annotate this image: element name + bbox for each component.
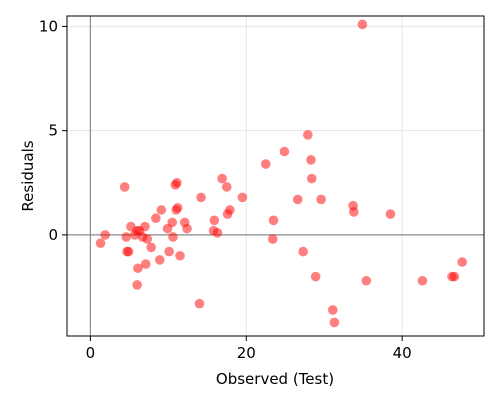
data-point: [292, 194, 303, 205]
data-point: [119, 182, 130, 192]
plot-frame: [66, 15, 485, 337]
data-point: [357, 19, 368, 30]
data-point: [164, 246, 174, 257]
data-point: [194, 298, 205, 309]
data-point: [385, 209, 396, 219]
data-point: [140, 221, 150, 232]
data-point: [306, 155, 316, 165]
data-point: [121, 232, 132, 242]
data-point: [260, 159, 271, 169]
data-points: [95, 19, 467, 328]
x-tick-label: 20: [237, 344, 256, 362]
data-point: [212, 228, 223, 238]
y-axis-label: Residuals: [19, 140, 37, 211]
data-point: [146, 242, 156, 253]
x-axis-label: Observed (Test): [216, 370, 334, 388]
data-point: [221, 182, 232, 192]
data-point: [457, 257, 467, 267]
data-point: [168, 232, 178, 242]
data-point: [417, 275, 428, 286]
x-tick-label: 40: [393, 344, 412, 362]
data-point: [123, 246, 134, 257]
data-point: [237, 192, 248, 203]
data-point: [175, 250, 185, 261]
x-tick-label: 0: [86, 344, 96, 362]
data-point: [316, 194, 326, 205]
data-point: [449, 271, 460, 282]
data-point: [172, 202, 183, 213]
data-point: [142, 234, 153, 244]
data-point: [361, 275, 372, 286]
data-point: [225, 205, 235, 215]
data-point: [100, 230, 110, 240]
plot-background: [67, 16, 484, 336]
data-point: [132, 280, 142, 290]
data-point: [209, 215, 220, 226]
data-point: [167, 217, 178, 228]
data-point: [154, 255, 165, 265]
data-point: [279, 146, 290, 157]
data-point: [310, 271, 321, 282]
y-tick-label: 0: [48, 226, 58, 244]
data-point: [268, 215, 279, 226]
data-point: [172, 177, 182, 188]
data-point: [156, 205, 167, 215]
data-point: [267, 234, 278, 244]
data-point: [329, 317, 340, 328]
data-point: [349, 207, 359, 217]
data-point: [151, 213, 161, 224]
data-point: [133, 263, 143, 274]
data-point: [140, 259, 151, 269]
data-point: [95, 238, 106, 249]
data-point: [303, 130, 313, 140]
data-point: [182, 223, 192, 234]
axis-ticks: 0 20 40 0 5 10: [39, 17, 412, 362]
data-point: [217, 173, 227, 184]
y-tick-label: 5: [48, 122, 58, 140]
y-tick-label: 10: [39, 17, 58, 35]
data-point: [306, 173, 317, 184]
data-point: [298, 246, 308, 257]
data-point: [327, 305, 338, 315]
data-point: [196, 192, 206, 203]
